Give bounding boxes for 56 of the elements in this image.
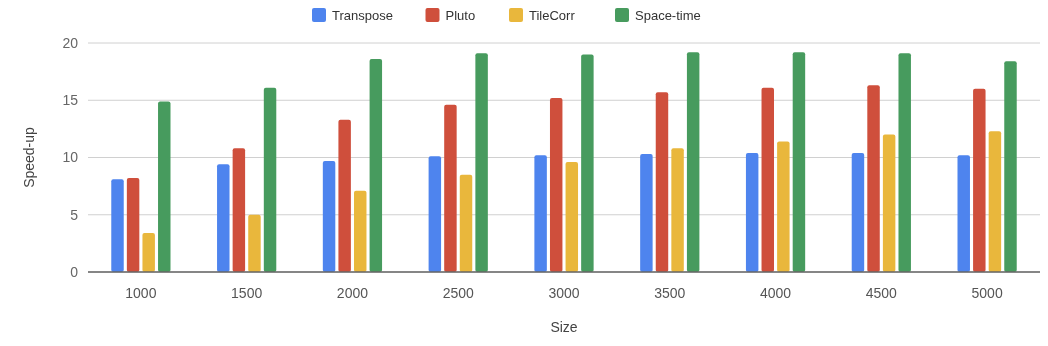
x-tick-label: 1000 [125,285,157,301]
bar [988,131,1002,272]
x-tick-label: 3000 [548,285,580,301]
bar [655,92,669,272]
legend-label: TileCorr [529,7,576,23]
bar [898,53,911,272]
bar [444,104,457,272]
x-tick-label: 2500 [442,285,474,301]
bar [428,156,442,272]
y-tick-label: 20 [62,34,79,51]
x-tick-label: 2000 [336,285,369,301]
bar [745,152,759,272]
bar [475,53,488,272]
bar [581,54,594,272]
bar [851,152,865,272]
bar [671,148,684,272]
y-tick-label: 0 [70,263,79,280]
legend-label: Pluto [445,7,476,23]
bar [686,52,700,272]
bar [354,190,367,272]
bar [957,155,970,272]
bar [158,101,171,272]
bar [1004,61,1017,272]
x-tick-label: 1500 [231,285,263,301]
x-axis-title: Size [550,319,578,335]
y-tick-label: 10 [62,149,79,166]
legend-label: Transpose [332,7,393,23]
bar [867,85,880,272]
bar [761,87,774,272]
bar [338,119,351,272]
bar [217,164,230,272]
y-tick-label: 5 [70,206,79,223]
x-tick-label: 4000 [759,285,792,301]
y-axis-title: Speed-up [21,126,37,188]
bar [882,134,896,272]
x-tick-label: 3500 [654,285,686,301]
bar [549,97,563,272]
bar [534,155,547,272]
x-tick-label: 4500 [865,285,898,301]
bar [232,148,246,272]
bar [142,233,155,272]
bar [369,59,383,272]
bar [565,162,579,272]
bar [322,160,336,272]
bar [777,141,790,272]
bar [111,179,124,272]
bar [640,154,653,272]
bar [263,87,277,272]
bar [792,52,806,272]
bar [459,174,473,272]
y-tick-label: 15 [62,92,79,109]
bar [126,178,140,272]
bar [248,214,261,272]
x-tick-label: 5000 [971,285,1003,301]
legend-label: Space-time [635,7,701,23]
bar [973,88,986,272]
